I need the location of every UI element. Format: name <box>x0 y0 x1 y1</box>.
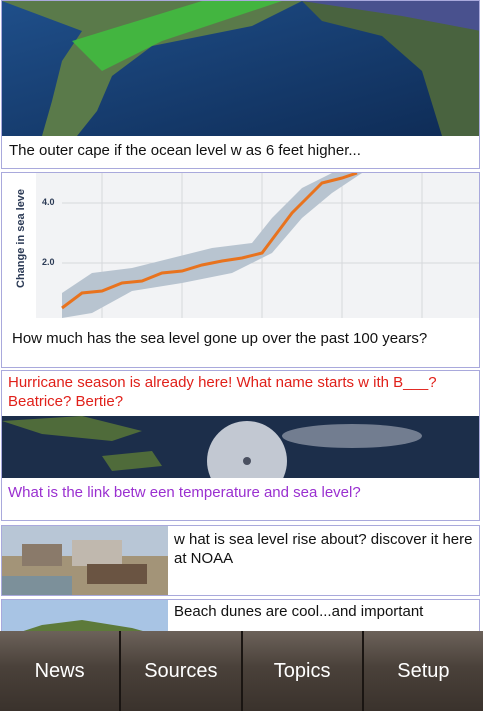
card-text: The outer cape if the ocean level w as 6… <box>9 142 361 159</box>
card-text: Hurricane season is already here! What n… <box>8 374 437 410</box>
chart-axis-label: Change in sea leve <box>15 189 27 288</box>
sea-level-chart-image: Change in sea leve 4.0 2.0 <box>2 173 479 318</box>
card-text: How much has the sea level gone up over … <box>12 330 428 347</box>
chart-tick: 2.0 <box>42 257 55 267</box>
tab-news[interactable]: News <box>0 631 120 711</box>
tab-bar: News Sources Topics Setup <box>0 631 483 711</box>
cape-image <box>2 1 479 136</box>
chart-tick: 4.0 <box>42 197 55 207</box>
card-text: w hat is sea level rise about? discover … <box>174 531 473 567</box>
card-text: What is the link betw een temperature an… <box>8 484 361 501</box>
tab-sources[interactable]: Sources <box>119 631 241 711</box>
news-card[interactable]: Change in sea leve 4.0 2.0 How much has … <box>1 172 480 368</box>
news-card[interactable]: Hurricane season is already here! What n… <box>1 370 480 521</box>
tab-setup[interactable]: Setup <box>361 631 483 711</box>
beach-houses-image <box>2 526 168 595</box>
card-text: Beach dunes are cool...and important <box>174 603 424 620</box>
hurricane-image <box>2 416 479 478</box>
news-card[interactable]: w hat is sea level rise about? discover … <box>1 525 480 596</box>
tab-topics[interactable]: Topics <box>240 631 362 711</box>
news-card[interactable]: The outer cape if the ocean level w as 6… <box>1 0 480 169</box>
